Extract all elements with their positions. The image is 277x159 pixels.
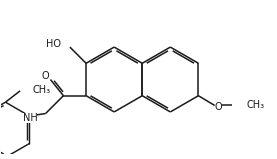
Text: HO: HO bbox=[46, 39, 61, 49]
Text: CH₃: CH₃ bbox=[32, 85, 50, 95]
Text: CH₃: CH₃ bbox=[246, 100, 264, 111]
Text: O: O bbox=[215, 102, 222, 112]
Text: NH: NH bbox=[23, 113, 37, 123]
Text: O: O bbox=[42, 71, 49, 81]
